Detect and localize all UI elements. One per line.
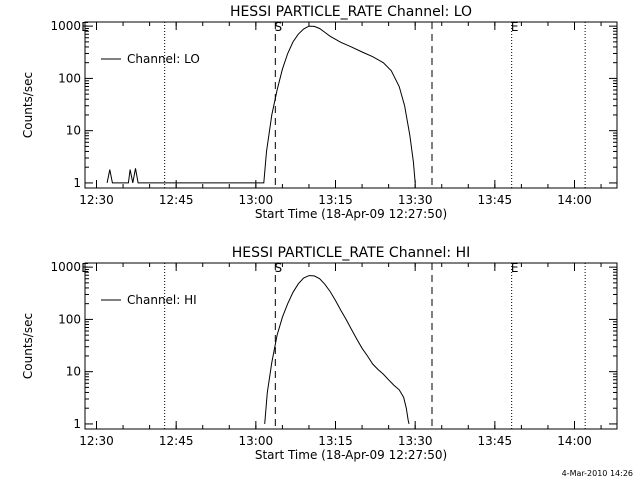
corner-marker-label: E: [81, 261, 89, 275]
series-line: [106, 25, 416, 184]
x-tick-label: 13:00: [239, 193, 274, 207]
x-axis-label: Start Time (18-Apr-09 12:27:50): [255, 448, 447, 462]
x-tick-label: 13:30: [398, 434, 433, 448]
plot-frame: [84, 262, 618, 430]
x-tick-label: 14:00: [557, 193, 592, 207]
corner-marker-label: E: [81, 20, 89, 34]
plot-frame: [84, 21, 618, 189]
x-tick-label: 13:15: [318, 434, 353, 448]
legend-label: Channel: LO: [127, 52, 200, 66]
y-tick-label: 100: [58, 312, 81, 326]
x-tick-label: 13:00: [239, 434, 274, 448]
x-tick-label: 12:45: [159, 193, 194, 207]
panel-lo: HESSI PARTICLE_RATE Channel: LO 1 10 100 100…: [21, 4, 618, 221]
y-tick-label: 10: [66, 365, 81, 379]
y-tick-label: 10: [66, 124, 81, 138]
legend-label: Channel: HI: [127, 293, 197, 307]
marker-e-label: E: [511, 261, 519, 275]
x-tick-label: 13:45: [478, 434, 513, 448]
footer-date: 4-Mar-2010 14:26: [562, 469, 633, 478]
y-axis-label: Counts/sec: [21, 72, 35, 138]
chart-title: HESSI PARTICLE_RATE Channel: HI: [232, 245, 470, 261]
y-tick-label: 1000: [50, 19, 81, 33]
panel-hi: HESSI PARTICLE_RATE Channel: HI 1 10 100 100…: [21, 245, 618, 462]
y-tick-label: 1: [73, 417, 81, 431]
x-tick-label: 12:30: [79, 193, 114, 207]
x-tick-label: 14:00: [557, 434, 592, 448]
x-tick-label: 13:30: [398, 193, 433, 207]
marker-s-label: S: [275, 20, 283, 34]
x-tick-label: 12:30: [79, 434, 114, 448]
series-line: [264, 275, 410, 425]
y-tick-label: 1000: [50, 260, 81, 274]
x-tick-label: 13:45: [478, 193, 513, 207]
marker-e-label: E: [511, 20, 519, 34]
y-tick-label: 100: [58, 71, 81, 85]
marker-s-label: S: [275, 261, 283, 275]
y-axis-label: Counts/sec: [21, 313, 35, 379]
x-axis-label: Start Time (18-Apr-09 12:27:50): [255, 207, 447, 221]
x-tick-label: 12:45: [159, 434, 194, 448]
chart-title: HESSI PARTICLE_RATE Channel: LO: [230, 4, 472, 20]
x-tick-label: 13:15: [318, 193, 353, 207]
y-tick-label: 1: [73, 176, 81, 190]
